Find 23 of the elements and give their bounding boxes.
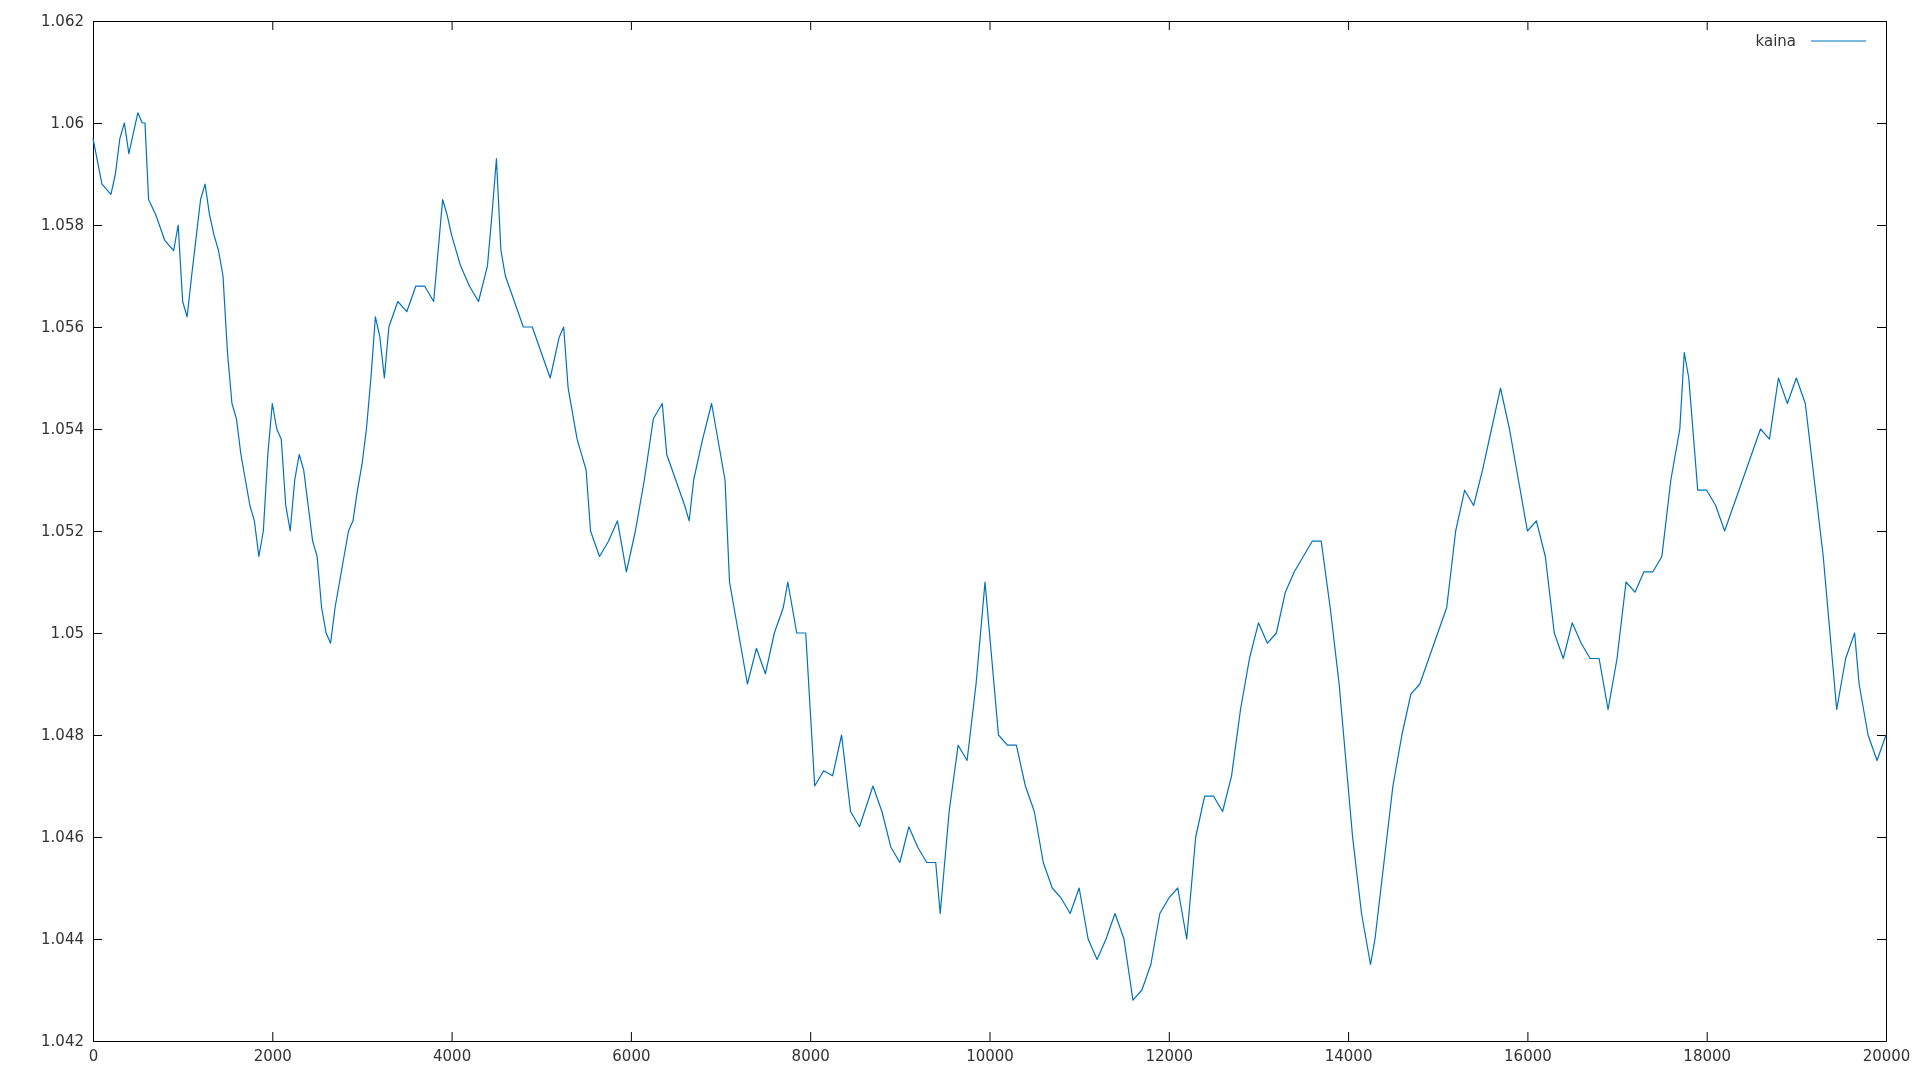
y-tick-label: 1.062	[41, 12, 84, 31]
x-tick-label: 16000	[1504, 1046, 1552, 1065]
x-tick-label: 4000	[433, 1046, 472, 1065]
y-tick-label: 1.056	[41, 318, 84, 337]
x-tick-label: 20000	[1862, 1046, 1911, 1065]
y-tick-label: 1.044	[41, 930, 84, 949]
x-tick-label: 2000	[253, 1046, 292, 1065]
x-tick-label: 10000	[966, 1046, 1014, 1065]
y-tick-label: 1.05	[50, 624, 84, 643]
y-tick-label: 1.054	[41, 420, 84, 439]
x-tick-label: 6000	[612, 1046, 651, 1065]
y-tick-label: 1.058	[41, 216, 84, 235]
legend-label: kaina	[1755, 32, 1796, 50]
y-tick-label: 1.052	[41, 522, 84, 541]
x-tick-label: 8000	[791, 1046, 830, 1065]
y-tick-label: 1.06	[50, 114, 84, 133]
x-tick-label: 18000	[1683, 1046, 1732, 1065]
y-tick-label: 1.042	[41, 1032, 84, 1051]
y-tick-label: 1.046	[41, 828, 84, 847]
x-tick-label: 0	[88, 1046, 99, 1065]
y-tick-label: 1.048	[41, 726, 84, 745]
x-tick-label: 14000	[1324, 1046, 1373, 1065]
x-tick-label: 12000	[1145, 1046, 1194, 1065]
